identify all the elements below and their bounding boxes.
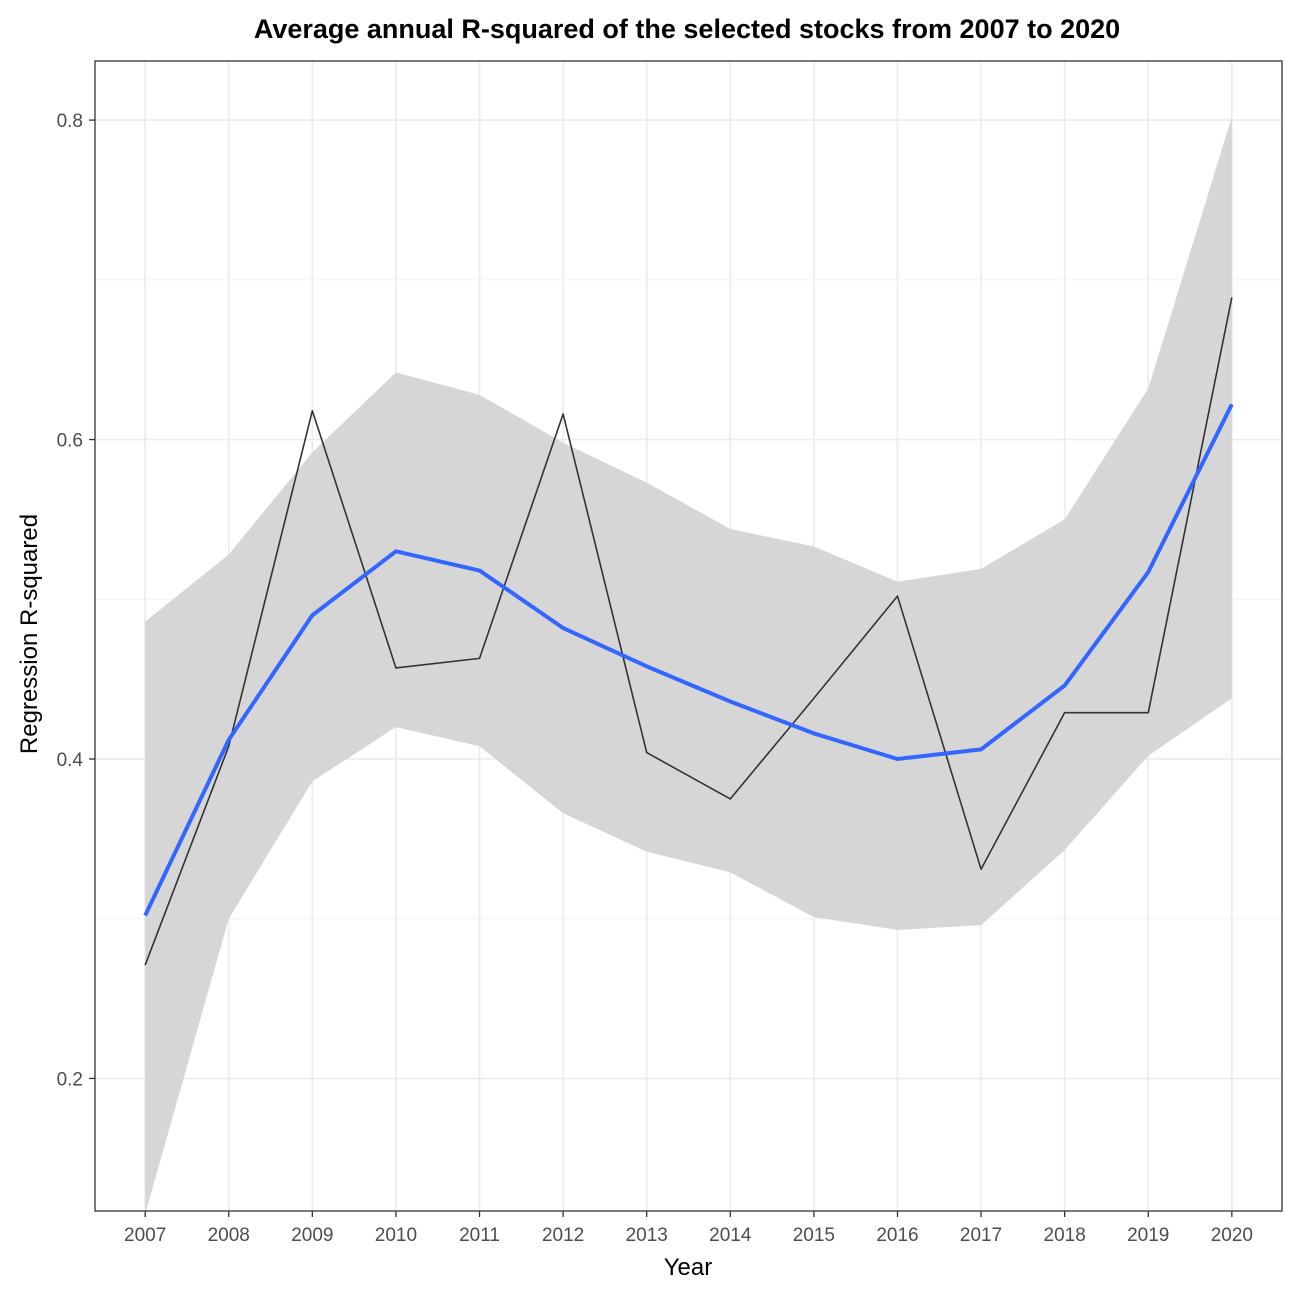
x-tick-label: 2020 <box>1211 1225 1253 1246</box>
y-tick-label: 0.8 <box>57 111 83 132</box>
x-tick-label: 2016 <box>876 1225 918 1246</box>
x-tick-label: 2011 <box>459 1225 500 1246</box>
confidence-band <box>145 116 1232 1215</box>
x-tick-label: 2007 <box>124 1225 166 1246</box>
y-axis: 0.2 0.4 0.6 0.8 <box>57 111 95 1090</box>
x-tick-label: 2018 <box>1044 1225 1086 1246</box>
smoothed-trend-line <box>143 403 1234 917</box>
annual-average-line <box>144 297 1233 966</box>
plot-border <box>94 60 1283 1212</box>
series-lines <box>143 297 1234 966</box>
x-axis: 2007 2008 2009 2010 2011 2012 2013 2014 2015 2016… <box>124 1211 1253 1246</box>
x-axis-title: Year <box>664 1254 713 1281</box>
x-tick-label: 2017 <box>960 1225 1002 1246</box>
x-tick-label: 2010 <box>375 1225 417 1246</box>
confidence-band-area <box>145 116 1232 1215</box>
x-tick-label: 2013 <box>626 1225 668 1246</box>
y-tick-label: 0.6 <box>57 431 83 452</box>
x-tick-label: 2009 <box>291 1225 333 1246</box>
y-tick-label: 0.2 <box>57 1069 83 1090</box>
x-tick-label: 2008 <box>208 1225 250 1246</box>
x-tick-label: 2014 <box>709 1225 752 1246</box>
x-tick-label: 2019 <box>1127 1225 1169 1246</box>
y-axis-title: Regression R-squared <box>16 514 43 754</box>
y-tick-label: 0.4 <box>57 750 84 771</box>
chart-title: Average annual R-squared of the selected… <box>254 14 1120 44</box>
x-tick-label: 2012 <box>542 1225 584 1246</box>
x-tick-label: 2015 <box>793 1225 835 1246</box>
